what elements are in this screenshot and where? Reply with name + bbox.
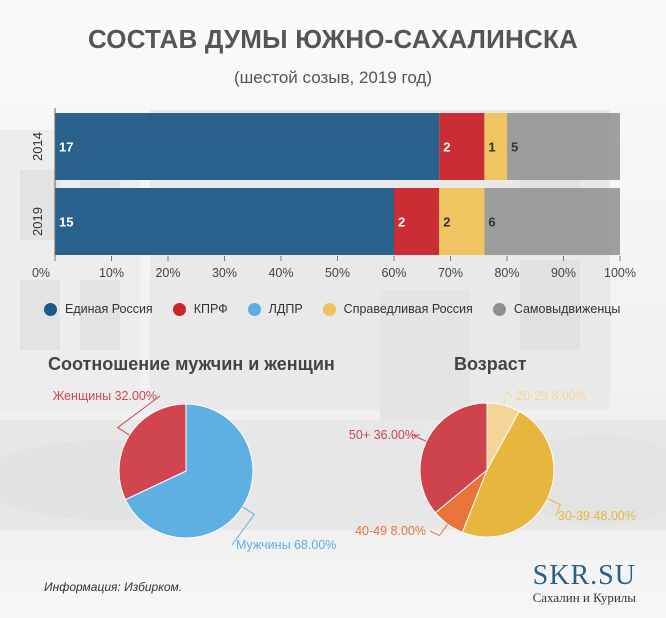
legend-label: Справедливая Россия bbox=[343, 302, 473, 316]
legend-item: Справедливая Россия bbox=[322, 302, 473, 316]
legend-item: ЛДПР bbox=[247, 302, 303, 316]
legend-item: Самовыдвиженцы bbox=[492, 302, 621, 316]
x-tick-label: 10% bbox=[99, 266, 124, 280]
x-tick-label: 80% bbox=[494, 266, 519, 280]
legend-swatch bbox=[322, 302, 336, 316]
brand-tagline: Сахалин и Курилы bbox=[532, 590, 636, 605]
bar-value-label: 15 bbox=[59, 215, 73, 230]
bar-value-label: 17 bbox=[59, 140, 73, 155]
legend-label: Самовыдвиженцы bbox=[513, 302, 621, 316]
x-tick-label: 40% bbox=[268, 266, 293, 280]
legend-label: ЛДПР bbox=[268, 302, 303, 316]
chart-title: СОСТАВ ДУМЫ ЮЖНО-САХАЛИНСКА bbox=[87, 24, 579, 54]
age-chart-title: Возраст bbox=[454, 354, 527, 374]
bar-segment bbox=[484, 188, 620, 255]
bar-value-label: 1 bbox=[488, 140, 495, 155]
x-tick-label: 30% bbox=[212, 266, 237, 280]
x-tick-label: 0% bbox=[32, 266, 50, 280]
bar-value-label: 2 bbox=[398, 215, 405, 230]
x-tick-label: 50% bbox=[325, 266, 350, 280]
legend-swatch bbox=[44, 302, 57, 316]
chart-subtitle: (шестой созыв, 2019 год) bbox=[234, 68, 432, 87]
bar-value-label: 2 bbox=[443, 215, 450, 230]
x-tick-label: 60% bbox=[381, 266, 406, 280]
bar-value-label: 6 bbox=[488, 215, 495, 230]
x-tick-label: 100% bbox=[604, 266, 636, 280]
bar-segment bbox=[55, 113, 440, 180]
gender-chart-title: Соотношение мужчин и женщин bbox=[48, 354, 335, 374]
bar-value-label: 5 bbox=[511, 140, 518, 155]
bar-segment bbox=[394, 188, 440, 255]
legend: Единая Россия КПРФ ЛДПР Справедливая Россия… bbox=[44, 302, 640, 316]
legend-swatch bbox=[492, 302, 506, 316]
bar-segment bbox=[484, 113, 507, 180]
legend-label: Единая Россия bbox=[65, 302, 153, 316]
source-note: Информация: Избирком. bbox=[44, 580, 183, 594]
x-tick-label: 20% bbox=[155, 266, 180, 280]
bar-segment bbox=[507, 113, 620, 180]
bar-segment bbox=[439, 113, 485, 180]
category-label: 2014 bbox=[30, 132, 45, 161]
bar-segment bbox=[55, 188, 394, 255]
legend-swatch bbox=[172, 302, 186, 316]
bar-value-label: 2 bbox=[443, 140, 450, 155]
x-tick-label: 90% bbox=[551, 266, 576, 280]
legend-label: КПРФ bbox=[193, 302, 228, 316]
brand-logo[interactable]: SKR.SU bbox=[532, 560, 636, 591]
category-label: 2019 bbox=[30, 207, 45, 236]
x-tick-label: 70% bbox=[438, 266, 463, 280]
brand-block[interactable]: SKR.SU Сахалин и Курилы bbox=[533, 560, 636, 606]
legend-swatch bbox=[247, 302, 261, 316]
legend-item: КПРФ bbox=[172, 302, 228, 316]
legend-item: Единая Россия bbox=[44, 302, 153, 316]
bar-segment bbox=[439, 188, 485, 255]
